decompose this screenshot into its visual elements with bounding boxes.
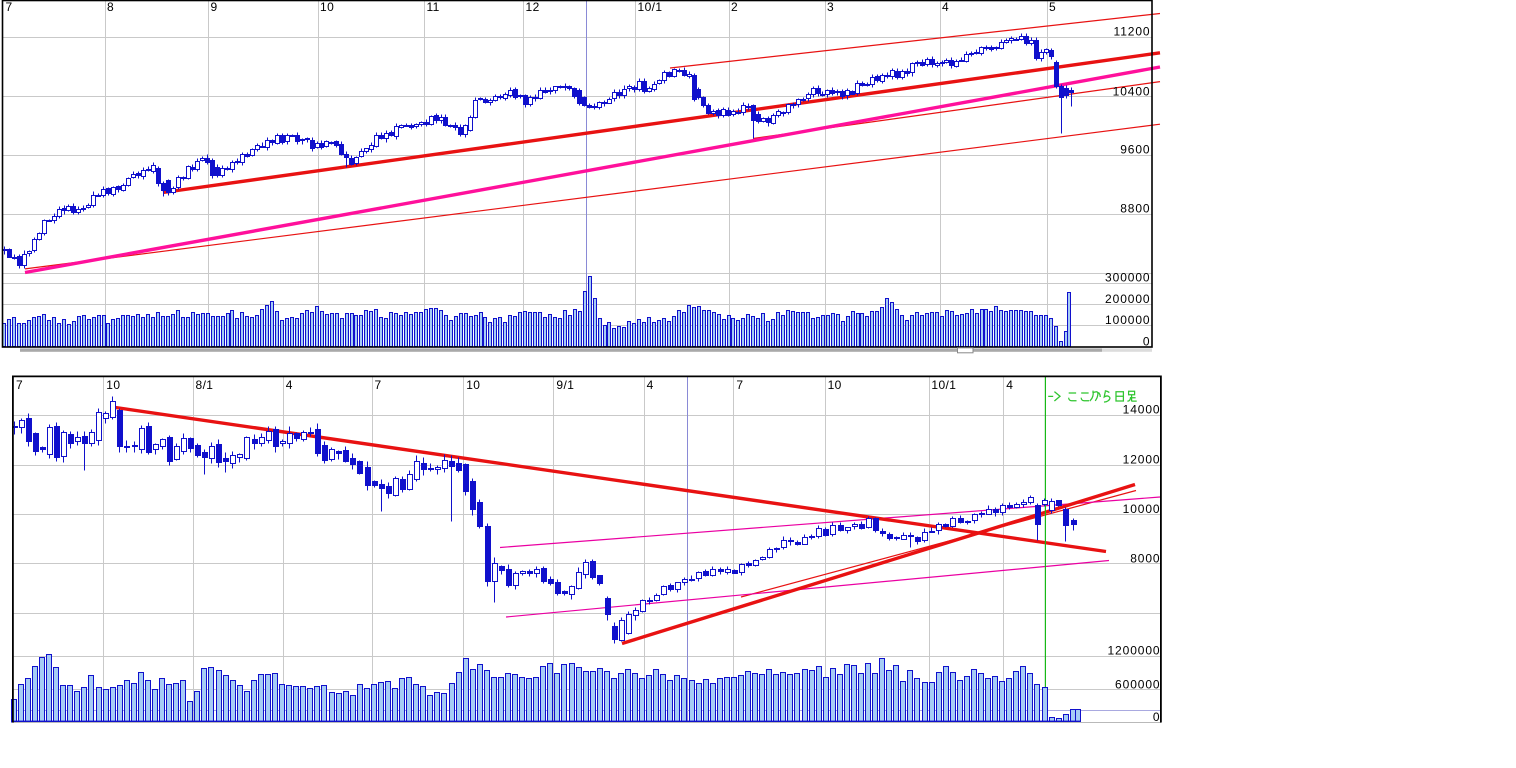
svg-text:4: 4 [286,378,293,392]
svg-text:7: 7 [375,378,382,392]
svg-text:14000: 14000 [1123,403,1161,417]
svg-text:10/1: 10/1 [931,378,956,392]
svg-text:8000: 8000 [1130,552,1160,566]
svg-text:4: 4 [942,0,949,14]
svg-text:12000: 12000 [1123,453,1161,467]
svg-text:100000: 100000 [1105,313,1150,327]
svg-text:9/1: 9/1 [556,378,574,392]
svg-text:7: 7 [6,0,13,14]
svg-text:0: 0 [1143,334,1151,348]
svg-text:8: 8 [107,0,114,14]
svg-text:9: 9 [211,0,218,14]
svg-text:10/1: 10/1 [638,0,663,14]
svg-text:7: 7 [736,378,743,392]
svg-text:200000: 200000 [1105,292,1150,306]
svg-text:600000: 600000 [1115,678,1160,692]
svg-text:5: 5 [1049,0,1056,14]
svg-text:12: 12 [526,0,540,14]
svg-text:4: 4 [647,378,654,392]
svg-text:4: 4 [1006,378,1013,392]
svg-text:7: 7 [16,378,23,392]
svg-text:11200: 11200 [1114,25,1151,39]
svg-text:300000: 300000 [1105,271,1150,285]
svg-text:10: 10 [320,0,334,14]
svg-text:10400: 10400 [1113,85,1151,99]
svg-text:0: 0 [1153,710,1161,724]
svg-text:9600: 9600 [1120,143,1150,157]
svg-text:8800: 8800 [1120,202,1150,216]
svg-text:10: 10 [828,378,842,392]
svg-text:10000: 10000 [1123,502,1161,516]
svg-text:8/1: 8/1 [196,378,214,392]
svg-text:2: 2 [731,0,738,14]
svg-text:3: 3 [827,0,834,14]
svg-text:10: 10 [106,378,120,392]
svg-text:10: 10 [466,378,480,392]
svg-text:1200000: 1200000 [1107,644,1160,658]
svg-text:11: 11 [427,0,440,14]
